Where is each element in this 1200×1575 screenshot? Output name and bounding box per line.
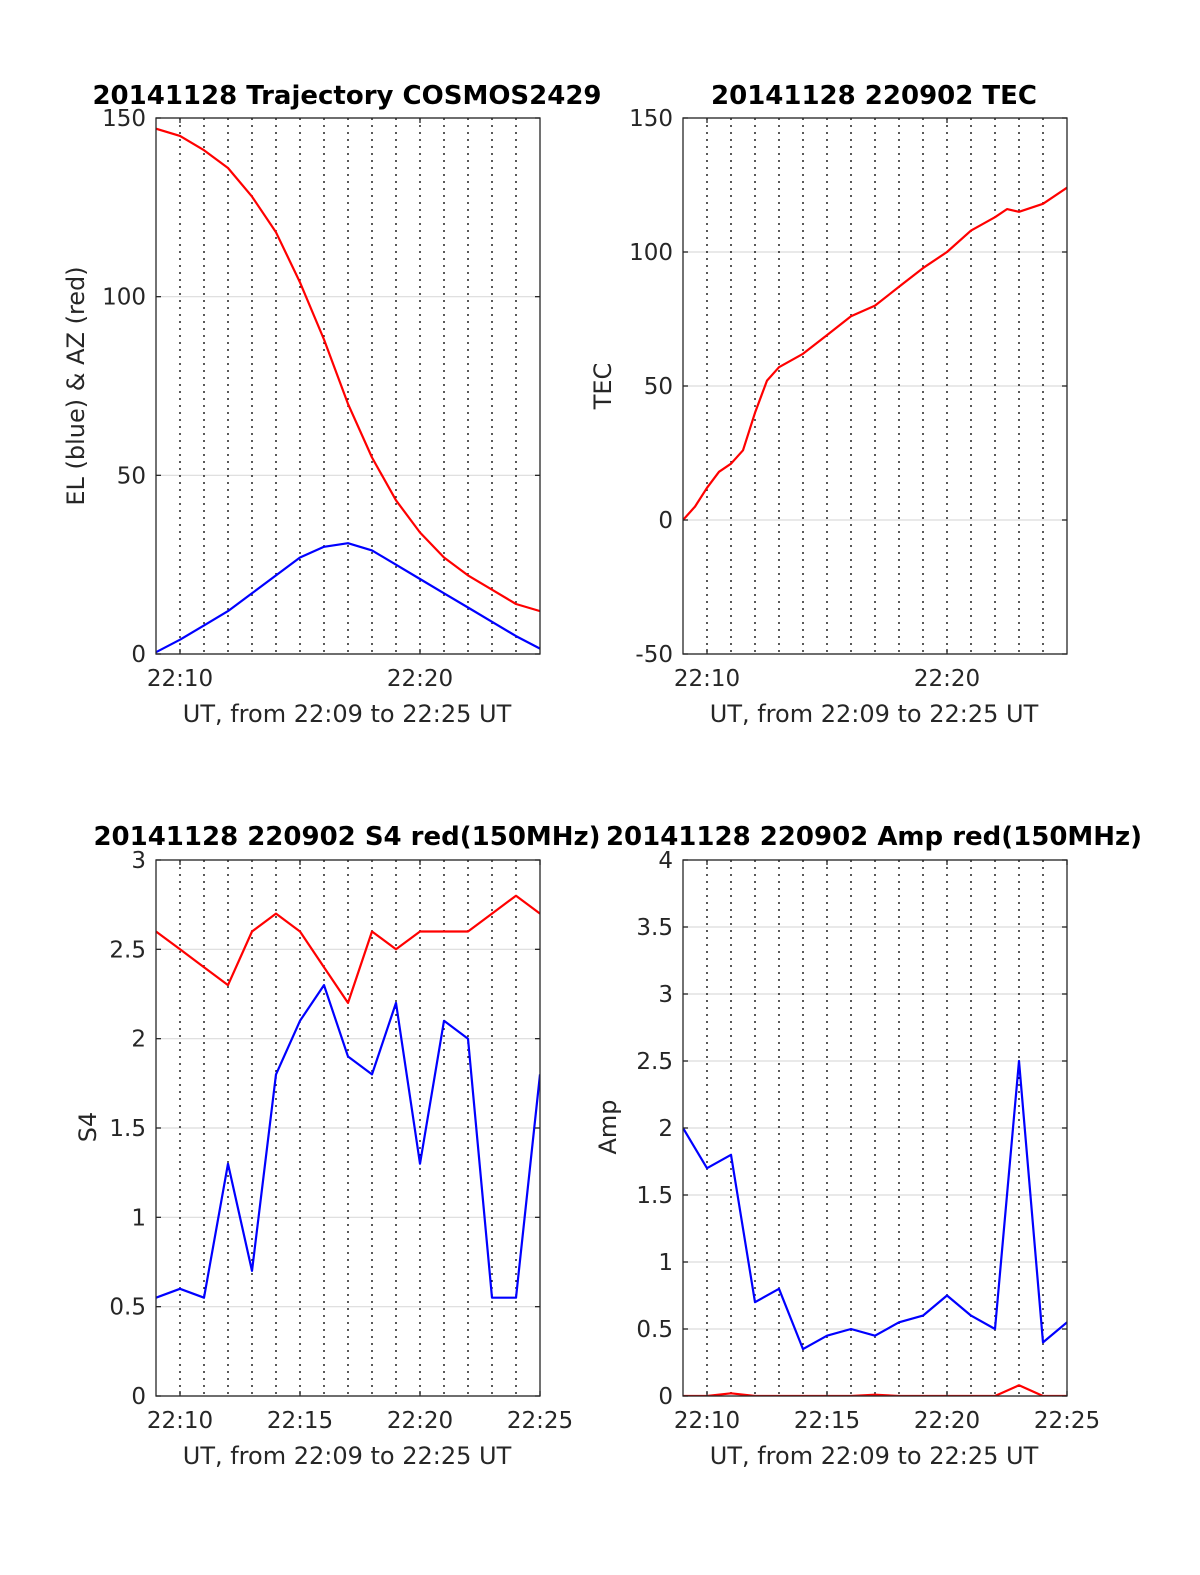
y-tick-label: 3 [658, 982, 673, 1008]
plot-layer: -50 0 50 100 150 22:10 22:20 [629, 106, 1068, 692]
y-tick-label: 1.5 [636, 1183, 673, 1209]
y-tick-label: 0 [658, 508, 673, 534]
x-tick-label: 22:10 [147, 1408, 213, 1434]
x-tick-label: 22:20 [387, 1408, 453, 1434]
x-tick-label: 22:10 [147, 666, 213, 692]
y-tick-label: 2.5 [636, 1049, 673, 1075]
y-axis-label: S4 [74, 1112, 102, 1143]
x-tick-label: 22:20 [914, 666, 980, 692]
series-line [683, 186, 1067, 521]
y-tick-label: 50 [117, 463, 146, 489]
x-axis-label: UT, from 22:09 to 22:25 UT [183, 1442, 512, 1470]
y-tick-label: 4 [658, 848, 673, 874]
y-tick-label: 150 [629, 106, 673, 132]
chart-tec: -50 0 50 100 150 22:10 22:20 20141128 220902 T… [589, 81, 1068, 728]
y-tick-label: 2.5 [109, 937, 146, 963]
series-line [156, 127, 540, 613]
series-line [683, 1384, 1067, 1396]
series-line [156, 983, 540, 1299]
chart-s4: 0 0.5 1 1.5 2 2.5 3 22:10 22:15 22:20 22:25 201411… [74, 822, 601, 1470]
y-tick-label: 150 [102, 106, 146, 132]
chart-amp: 0 0.5 1 1.5 2 2.5 3 3.5 4 22:10 22:15 22:20 22:25 20… [594, 822, 1142, 1470]
x-tick-label: 22:20 [914, 1408, 980, 1434]
y-tick-label: 0 [131, 1384, 146, 1410]
y-tick-label: 100 [629, 240, 673, 266]
y-tick-label: 3 [131, 848, 146, 874]
chart-title: 20141128 220902 Amp red(150MHz) [606, 822, 1142, 852]
y-axis-label: EL (blue) & AZ (red) [62, 266, 90, 505]
chart-title: 20141128 220902 S4 red(150MHz) [93, 822, 600, 852]
y-axis-label: TEC [589, 363, 617, 411]
x-tick-label: 22:25 [1034, 1408, 1100, 1434]
series-line [683, 1059, 1067, 1351]
y-tick-label: 0 [131, 642, 146, 668]
plot-layer: 0 0.5 1 1.5 2 2.5 3 3.5 4 22:10 22:15 22:20 22:25 [636, 848, 1100, 1434]
y-tick-label: 2 [658, 1116, 673, 1142]
y-tick-label: 3.5 [636, 915, 673, 941]
x-tick-label: 22:25 [507, 1408, 573, 1434]
y-tick-label: 0.5 [636, 1317, 673, 1343]
x-axis-label: UT, from 22:09 to 22:25 UT [710, 1442, 1039, 1470]
x-tick-label: 22:10 [674, 1408, 740, 1434]
x-tick-label: 22:15 [794, 1408, 860, 1434]
chart-title: 20141128 Trajectory COSMOS2429 [92, 81, 601, 111]
y-tick-label: 0.5 [109, 1295, 146, 1321]
x-tick-label: 22:15 [267, 1408, 333, 1434]
chart-title: 20141128 220902 TEC [711, 81, 1037, 111]
chart-trajectory: 0 50 100 150 22:10 22:20 20141128 Trajectory … [62, 81, 602, 728]
series-line [156, 894, 540, 1005]
y-tick-label: 1 [131, 1205, 146, 1231]
y-tick-label: 1.5 [109, 1116, 146, 1142]
x-tick-label: 22:20 [387, 666, 453, 692]
y-tick-label: 1 [658, 1250, 673, 1276]
plot-layer: 0 50 100 150 22:10 22:20 [102, 106, 541, 692]
x-axis-label: UT, from 22:09 to 22:25 UT [183, 700, 512, 728]
y-axis-label: Amp [594, 1099, 622, 1154]
axes-box [155, 117, 541, 655]
x-tick-label: 22:10 [674, 666, 740, 692]
y-tick-label: 0 [658, 1384, 673, 1410]
y-tick-label: 50 [644, 374, 673, 400]
plot-layer: 0 0.5 1 1.5 2 2.5 3 22:10 22:15 22:20 22:25 [109, 848, 573, 1434]
series-line [156, 542, 540, 654]
y-tick-label: 2 [131, 1027, 146, 1053]
x-axis-label: UT, from 22:09 to 22:25 UT [710, 700, 1039, 728]
y-tick-label: 100 [102, 285, 146, 311]
y-tick-label: -50 [635, 642, 673, 668]
